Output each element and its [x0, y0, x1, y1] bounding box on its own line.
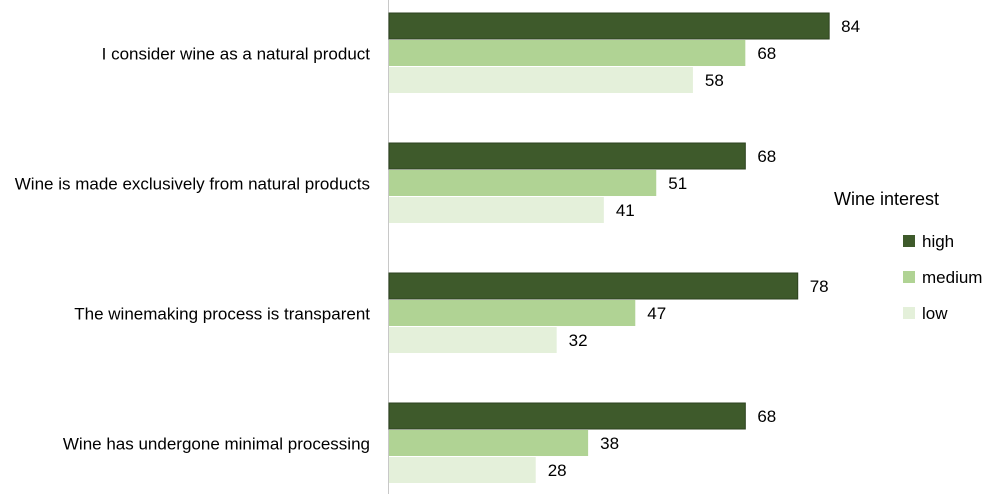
data-label: 68 [757, 44, 776, 63]
category-label: I consider wine as a natural product [102, 45, 371, 64]
bar-medium [389, 170, 657, 196]
bar-medium [389, 300, 636, 326]
category-label: Wine is made exclusively from natural pr… [15, 175, 370, 194]
legend-swatch-low [903, 307, 915, 319]
bar-low [389, 67, 693, 93]
data-label: 41 [616, 201, 635, 220]
bar-medium [389, 40, 746, 66]
category-label: Wine has undergone minimal processing [63, 435, 370, 454]
bar-high [388, 142, 746, 170]
data-label: 78 [810, 277, 829, 296]
data-label: 32 [569, 331, 588, 350]
data-label: 58 [705, 71, 724, 90]
category-label: The winemaking process is transparent [74, 305, 370, 324]
bar-low [389, 327, 557, 353]
data-label: 68 [757, 147, 776, 166]
legend: Wine interest high medium low [834, 189, 982, 323]
bar-low [389, 197, 604, 223]
data-label: 84 [841, 17, 860, 36]
data-label: 51 [668, 174, 687, 193]
legend-label-low: low [922, 304, 948, 323]
data-label: 38 [600, 434, 619, 453]
bar-high [388, 12, 830, 40]
legend-swatch-medium [903, 271, 915, 283]
data-label: 47 [647, 304, 666, 323]
category-labels: I consider wine as a natural product Wine… [15, 45, 371, 454]
data-label: 68 [757, 407, 776, 426]
bar-medium [389, 430, 589, 456]
legend-label-medium: medium [922, 268, 982, 287]
bars-group [388, 12, 830, 483]
bar-low [389, 457, 536, 483]
legend-title: Wine interest [834, 189, 939, 209]
data-label: 28 [548, 461, 567, 480]
bar-high [388, 402, 746, 430]
legend-swatch-high [903, 235, 915, 247]
legend-label-high: high [922, 232, 954, 251]
bar-high [388, 272, 799, 300]
data-labels: 84 68 58 68 51 41 78 47 32 68 38 28 [548, 17, 860, 480]
